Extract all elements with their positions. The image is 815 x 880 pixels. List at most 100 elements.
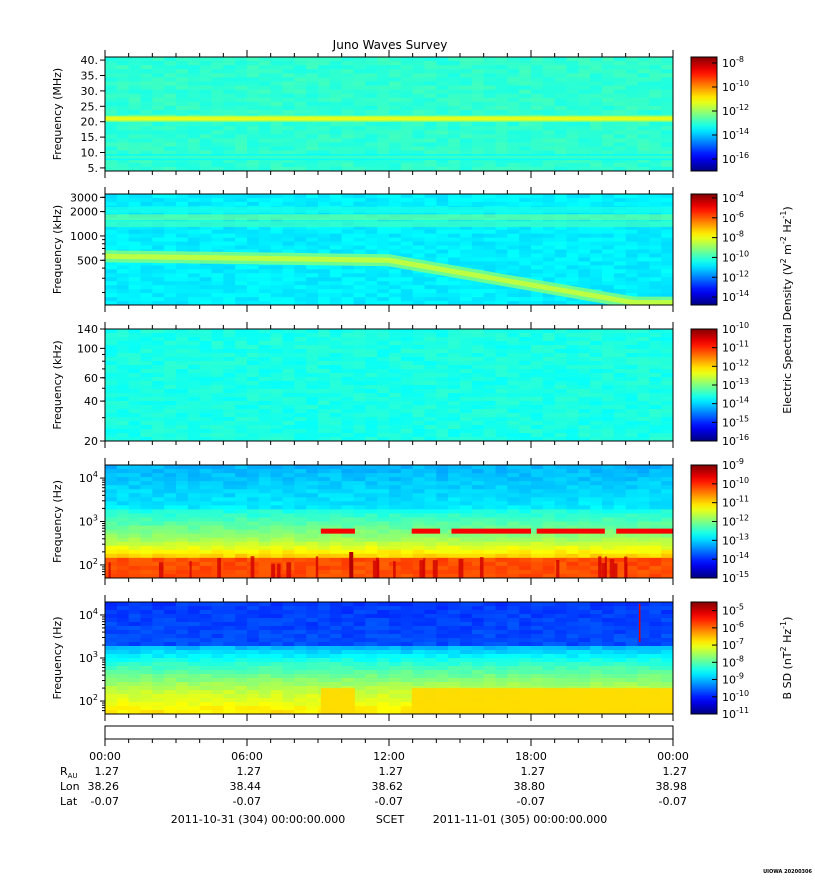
colorbar-tick-label: 10-10 <box>722 79 749 94</box>
ytick-label: 60 <box>84 372 98 385</box>
colorbar-4: 10-15 10-14 10-13 10-12 10-11 10-10 10-9 <box>690 457 749 585</box>
colorbar-3: 10-16 10-15 10-14 10-13 10-12 10-11 10-10 <box>690 321 749 448</box>
colorbar-tick-label: 10-11 <box>722 495 749 510</box>
colorbar-tick-label: 10-12 <box>722 514 749 529</box>
ephemeris-value: 38.98 <box>656 780 688 793</box>
ytick-label: 100 <box>77 342 98 355</box>
colorbar-tick-label: 10-13 <box>722 532 749 547</box>
colorbar-tick-label: 10-14 <box>722 396 749 411</box>
ephemeris-value: 1.27 <box>663 765 688 778</box>
ytick-label: 15. <box>81 131 99 144</box>
spectrogram-image-1 <box>105 57 673 171</box>
y-axis-label: Frequency (kHz) <box>51 205 64 294</box>
ephemeris-value: 38.80 <box>514 780 546 793</box>
ytick-label: 40 <box>84 395 98 408</box>
colorbar-tick-label: 10-12 <box>722 103 749 118</box>
ephemeris-value: -0.07 <box>91 795 119 808</box>
time-tick-label: 00:00 <box>89 750 121 763</box>
ytick-label: 104 <box>79 607 98 622</box>
scet-frame-label: SCET <box>376 813 405 826</box>
colorbar-tick-label: 10-10 <box>722 476 749 491</box>
colorbar-tick-label: 10-10 <box>722 689 749 704</box>
spectrogram-image-3 <box>105 329 673 441</box>
ephemeris-value: -0.07 <box>659 795 687 808</box>
figure-title: Juno Waves Survey <box>332 38 448 52</box>
colorbar-tick-label: 10-5 <box>722 603 744 618</box>
ephemeris-value: 1.27 <box>521 765 546 778</box>
colorbar-tick-label: 10-15 <box>722 414 749 429</box>
colorbar-tick-label: 10-8 <box>722 55 744 70</box>
colorbar-tick-label: 10-12 <box>722 269 749 284</box>
panel-2: 500 1000 2000 3000 Frequency (kHz) 10-14 10-12… <box>51 187 749 312</box>
ephemeris-value: -0.07 <box>375 795 403 808</box>
colorbar-2: 10-14 10-12 10-10 10-8 10-6 10-4 <box>690 190 749 306</box>
y-axis-label: Frequency (Hz) <box>51 617 64 700</box>
ephemeris-row-label: Lat <box>60 795 78 808</box>
time-tick-label: 06:00 <box>231 750 263 763</box>
panel-1: 5. 10. 15. 20. 25. 30. 35. 40. Frequency (MHz) 10… <box>51 50 749 178</box>
colorbar-tick-label: 10-14 <box>722 127 749 142</box>
colorbar-tick-label: 10-14 <box>722 289 749 304</box>
colorbar-tick-label: 10-10 <box>722 321 749 336</box>
ytick-label: 25. <box>81 100 99 113</box>
time-axis-bar <box>104 725 674 746</box>
colorbar-1: 10-16 10-14 10-12 10-10 10-8 <box>690 55 749 172</box>
ephemeris-value: 38.44 <box>230 780 262 793</box>
ephemeris-row-label: Lon <box>60 780 80 793</box>
ytick-label: 2000 <box>70 206 98 219</box>
colorbar-label-magnetic: B SD (nT2 Hz-1) <box>779 617 794 700</box>
colorbar-tick-label: 10-11 <box>722 706 749 721</box>
ephemeris-value: 1.27 <box>95 765 120 778</box>
colorbar-tick-label: 10-16 <box>722 433 749 448</box>
colorbar-tick-label: 10-12 <box>722 358 749 373</box>
colorbar-tick-label: 10-7 <box>722 637 744 652</box>
ytick-label: 20 <box>84 435 98 448</box>
ephemeris-value: -0.07 <box>233 795 261 808</box>
colorbar-tick-label: 10-8 <box>722 654 744 669</box>
colorbar-tick-label: 10-9 <box>722 672 744 687</box>
colorbar-tick-label: 10-6 <box>722 620 744 635</box>
spectrogram-image-5 <box>105 602 673 714</box>
colorbar-tick-label: 10-6 <box>722 210 744 225</box>
colorbar-tick-label: 10-14 <box>722 551 749 566</box>
ytick-label: 102 <box>79 557 98 572</box>
time-tick-label: 18:00 <box>515 750 547 763</box>
spectrogram-image-2 <box>105 194 673 305</box>
ytick-label: 40. <box>81 54 99 67</box>
y-axis-label: Frequency (kHz) <box>51 340 64 429</box>
y-axis-label: Frequency (MHz) <box>51 68 64 160</box>
colorbar-label-electric: Electric Spectral Density (V2 m-2 Hz-1) <box>779 206 794 413</box>
ytick-label: 35. <box>81 69 99 82</box>
time-tick-label: 12:00 <box>373 750 405 763</box>
colorbar-tick-label: 10-16 <box>722 151 749 166</box>
colorbar-tick-label: 10-13 <box>722 377 749 392</box>
time-tick-label: 00:00 <box>657 750 689 763</box>
colorbar-tick-label: 10-4 <box>722 190 744 205</box>
scet-end-label: 2011-11-01 (305) 00:00:00.000 <box>433 813 607 826</box>
footer-stamp: UIOWA 20200306 <box>763 869 812 875</box>
ephemeris-row-label: RAU <box>60 765 78 780</box>
y-axis-label: Frequency (Hz) <box>51 480 64 563</box>
ytick-label: 1000 <box>70 230 98 243</box>
ytick-label: 30. <box>81 85 99 98</box>
colorbar-tick-label: 10-15 <box>722 570 749 585</box>
ytick-label: 140 <box>77 323 98 336</box>
ytick-label: 103 <box>79 650 98 665</box>
spectrogram-panels: 5. 10. 15. 20. 25. 30. 35. 40. Frequency (MHz) 10… <box>51 50 794 721</box>
ephemeris-value: 38.26 <box>88 780 120 793</box>
ytick-label: 102 <box>79 693 98 708</box>
colorbar-tick-label: 10-11 <box>722 340 749 355</box>
colorbar-tick-label: 10-8 <box>722 230 744 245</box>
ytick-label: 10. <box>81 147 99 160</box>
colorbar-5: 10-11 10-10 10-9 10-8 10-7 10-6 10-5 <box>690 601 749 721</box>
ytick-label: 500 <box>77 254 98 267</box>
ytick-label: 103 <box>79 514 98 529</box>
scet-start-label: 2011-10-31 (304) 00:00:00.000 <box>171 813 345 826</box>
ytick-label: 5. <box>88 162 99 175</box>
colorbar-tick-label: 10-10 <box>722 249 749 264</box>
ephemeris-value: 1.27 <box>379 765 404 778</box>
